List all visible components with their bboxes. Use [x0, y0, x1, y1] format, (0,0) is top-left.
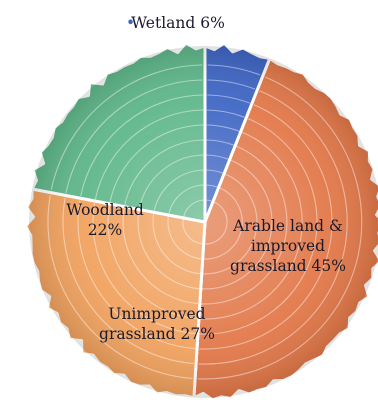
slice-label: Wetland 6% [131, 14, 225, 32]
tree-ring [206, 154, 229, 160]
tree-ring [207, 79, 256, 90]
pie-slices [23, 41, 378, 402]
tree-ring [50, 64, 203, 191]
tree-ring [198, 90, 348, 365]
pie-shading [29, 46, 378, 398]
tree-ring [168, 184, 205, 215]
wetland-bullet-icon: • [126, 14, 135, 32]
tree-ring [153, 169, 205, 212]
tree-ring [152, 213, 201, 275]
tree-ring [205, 199, 213, 202]
tree-ring [207, 94, 250, 104]
tree-ring [138, 154, 204, 209]
tree-ring [205, 169, 224, 174]
tree-ring [182, 218, 204, 245]
tree-ring [201, 145, 288, 305]
tree-ring [62, 197, 194, 365]
tree-ring [94, 109, 204, 200]
tree-ring [203, 201, 228, 245]
tree-ring [207, 64, 261, 76]
tree-ring [203, 187, 243, 260]
tree-ring [167, 215, 203, 260]
tree-ring [197, 76, 363, 380]
tree-ring [92, 202, 197, 335]
tree-ring [200, 131, 303, 320]
tree-ring [77, 200, 195, 350]
tree-ring [47, 195, 193, 380]
tree-rings [47, 64, 363, 380]
tree-ring [80, 94, 203, 197]
tree-ring [206, 124, 240, 132]
tree-ring [109, 124, 204, 203]
tree-ring [206, 139, 235, 146]
slice-label: Woodland 22% [66, 201, 144, 239]
tree-ring [202, 173, 258, 275]
tree-ring [205, 184, 219, 188]
tree-ring [137, 210, 200, 290]
tree-ring [122, 207, 199, 305]
slice-labels: Wetland 6%• Arable land & improved grasslan… [66, 14, 346, 343]
tree-ring [182, 199, 205, 218]
tree-ring [201, 159, 273, 290]
tree-ring [199, 104, 333, 350]
tree-ring [65, 79, 203, 194]
tree-ring [199, 118, 318, 335]
slice-label: Unimproved grassland 27% [99, 305, 215, 343]
tree-ring [107, 205, 198, 320]
tree-ring [124, 139, 204, 206]
tree-ring [206, 109, 245, 118]
slice-label: Arable land & improved grassland 45% [230, 217, 346, 275]
